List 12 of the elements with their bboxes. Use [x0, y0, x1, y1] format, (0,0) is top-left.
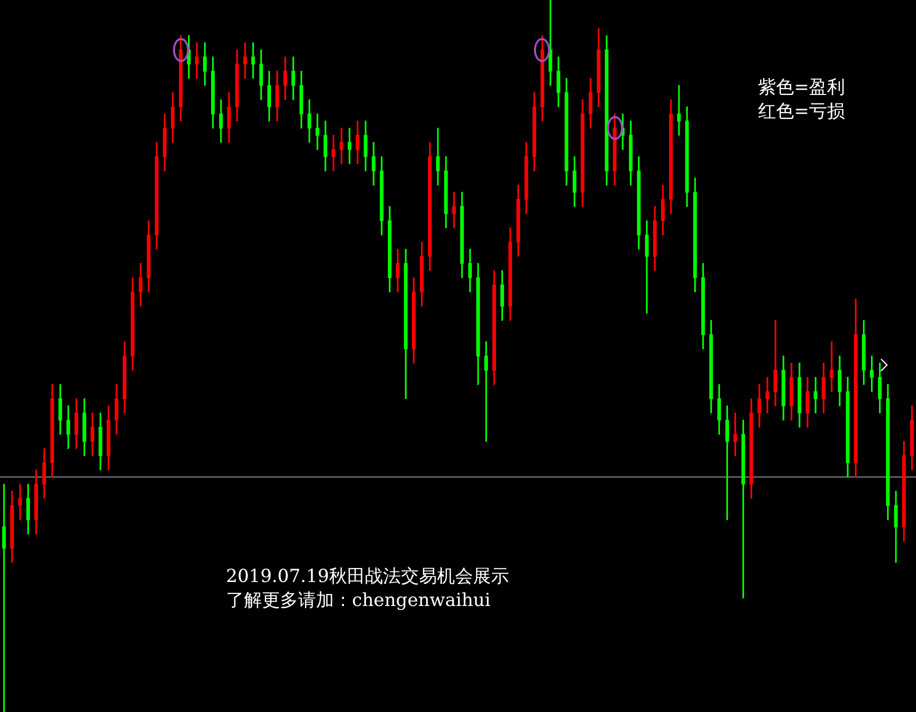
candlestick: [243, 42, 247, 79]
annotation: 红色=亏损: [758, 100, 846, 124]
annotation: 紫色=盈利: [758, 76, 846, 100]
candlestick: [340, 128, 344, 164]
candlestick: [348, 128, 352, 164]
annotation: 2019.07.19秋田战法交易机会展示: [226, 565, 510, 589]
candlestick: [332, 134, 336, 172]
candlestick: [452, 192, 456, 228]
candlestick: [814, 377, 818, 414]
annotation: 了解更多请加：chengenwaihui: [226, 589, 492, 613]
candlestick: [2, 484, 6, 712]
candlestick: [677, 85, 681, 136]
